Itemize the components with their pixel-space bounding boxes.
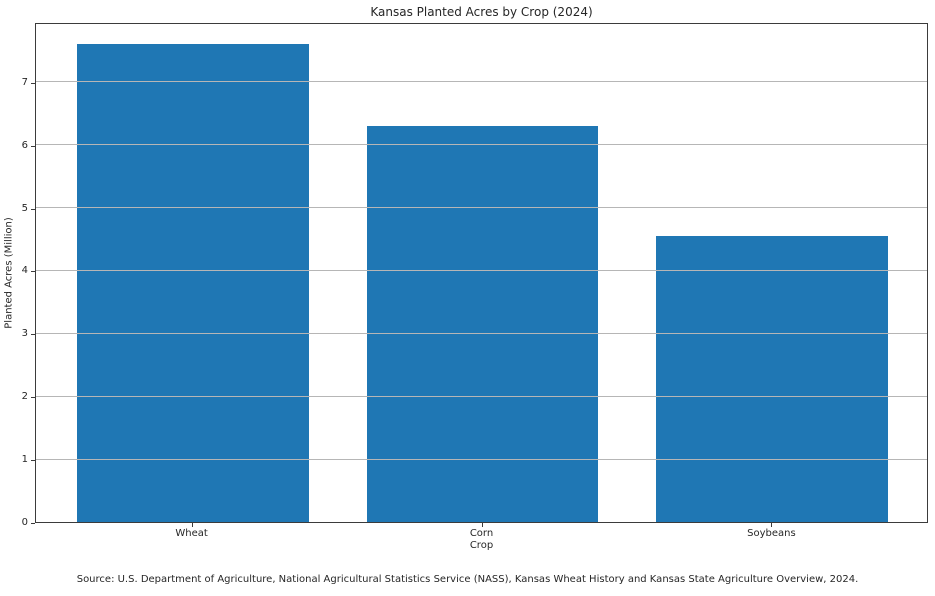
gridline-y-5 <box>36 207 927 209</box>
gridline-y-7 <box>36 81 927 83</box>
y-tick-mark-2 <box>31 397 35 399</box>
bars-layer <box>36 24 927 522</box>
y-tick-label-1: 1 <box>21 454 28 466</box>
y-tick-label-5: 5 <box>21 202 28 214</box>
y-tick-label-2: 2 <box>21 391 28 403</box>
x-tick-mark-soybeans <box>771 523 773 527</box>
y-tick-label-7: 7 <box>21 76 28 88</box>
x-tick-mark-corn <box>481 523 483 527</box>
gridline-y-3 <box>36 332 927 334</box>
y-tick-label-4: 4 <box>21 265 28 277</box>
y-tick-mark-4 <box>31 271 35 273</box>
y-tick-mark-3 <box>31 334 35 336</box>
bar-corn <box>366 125 599 522</box>
y-tick-mark-5 <box>31 208 35 210</box>
chart-title: Kansas Planted Acres by Crop (2024) <box>370 5 593 19</box>
gridline-y-1 <box>36 458 927 460</box>
x-tick-label-soybeans: Soybeans <box>747 528 796 539</box>
gridline-y-6 <box>36 144 927 146</box>
y-tick-mark-6 <box>31 145 35 147</box>
y-tick-mark-1 <box>31 460 35 462</box>
source-caption: Source: U.S. Department of Agriculture, … <box>76 574 859 585</box>
gridlines-layer <box>36 24 927 522</box>
bar-soybeans <box>656 235 889 522</box>
x-tick-mark-wheat <box>191 523 193 527</box>
bar-wheat <box>76 44 309 522</box>
y-tick-mark-7 <box>31 82 35 84</box>
x-tick-label-corn: Corn <box>469 528 494 539</box>
y-tick-label-0: 0 <box>21 517 28 528</box>
y-tick-mark-0 <box>31 523 35 524</box>
y-tick-label-3: 3 <box>21 328 28 340</box>
gridline-y-2 <box>36 395 927 397</box>
x-tick-label-wheat: Wheat <box>175 528 208 539</box>
plot-area <box>35 23 928 523</box>
x-axis-label: Crop <box>469 540 494 551</box>
y-tick-label-6: 6 <box>21 139 28 151</box>
gridline-y-4 <box>36 269 927 271</box>
